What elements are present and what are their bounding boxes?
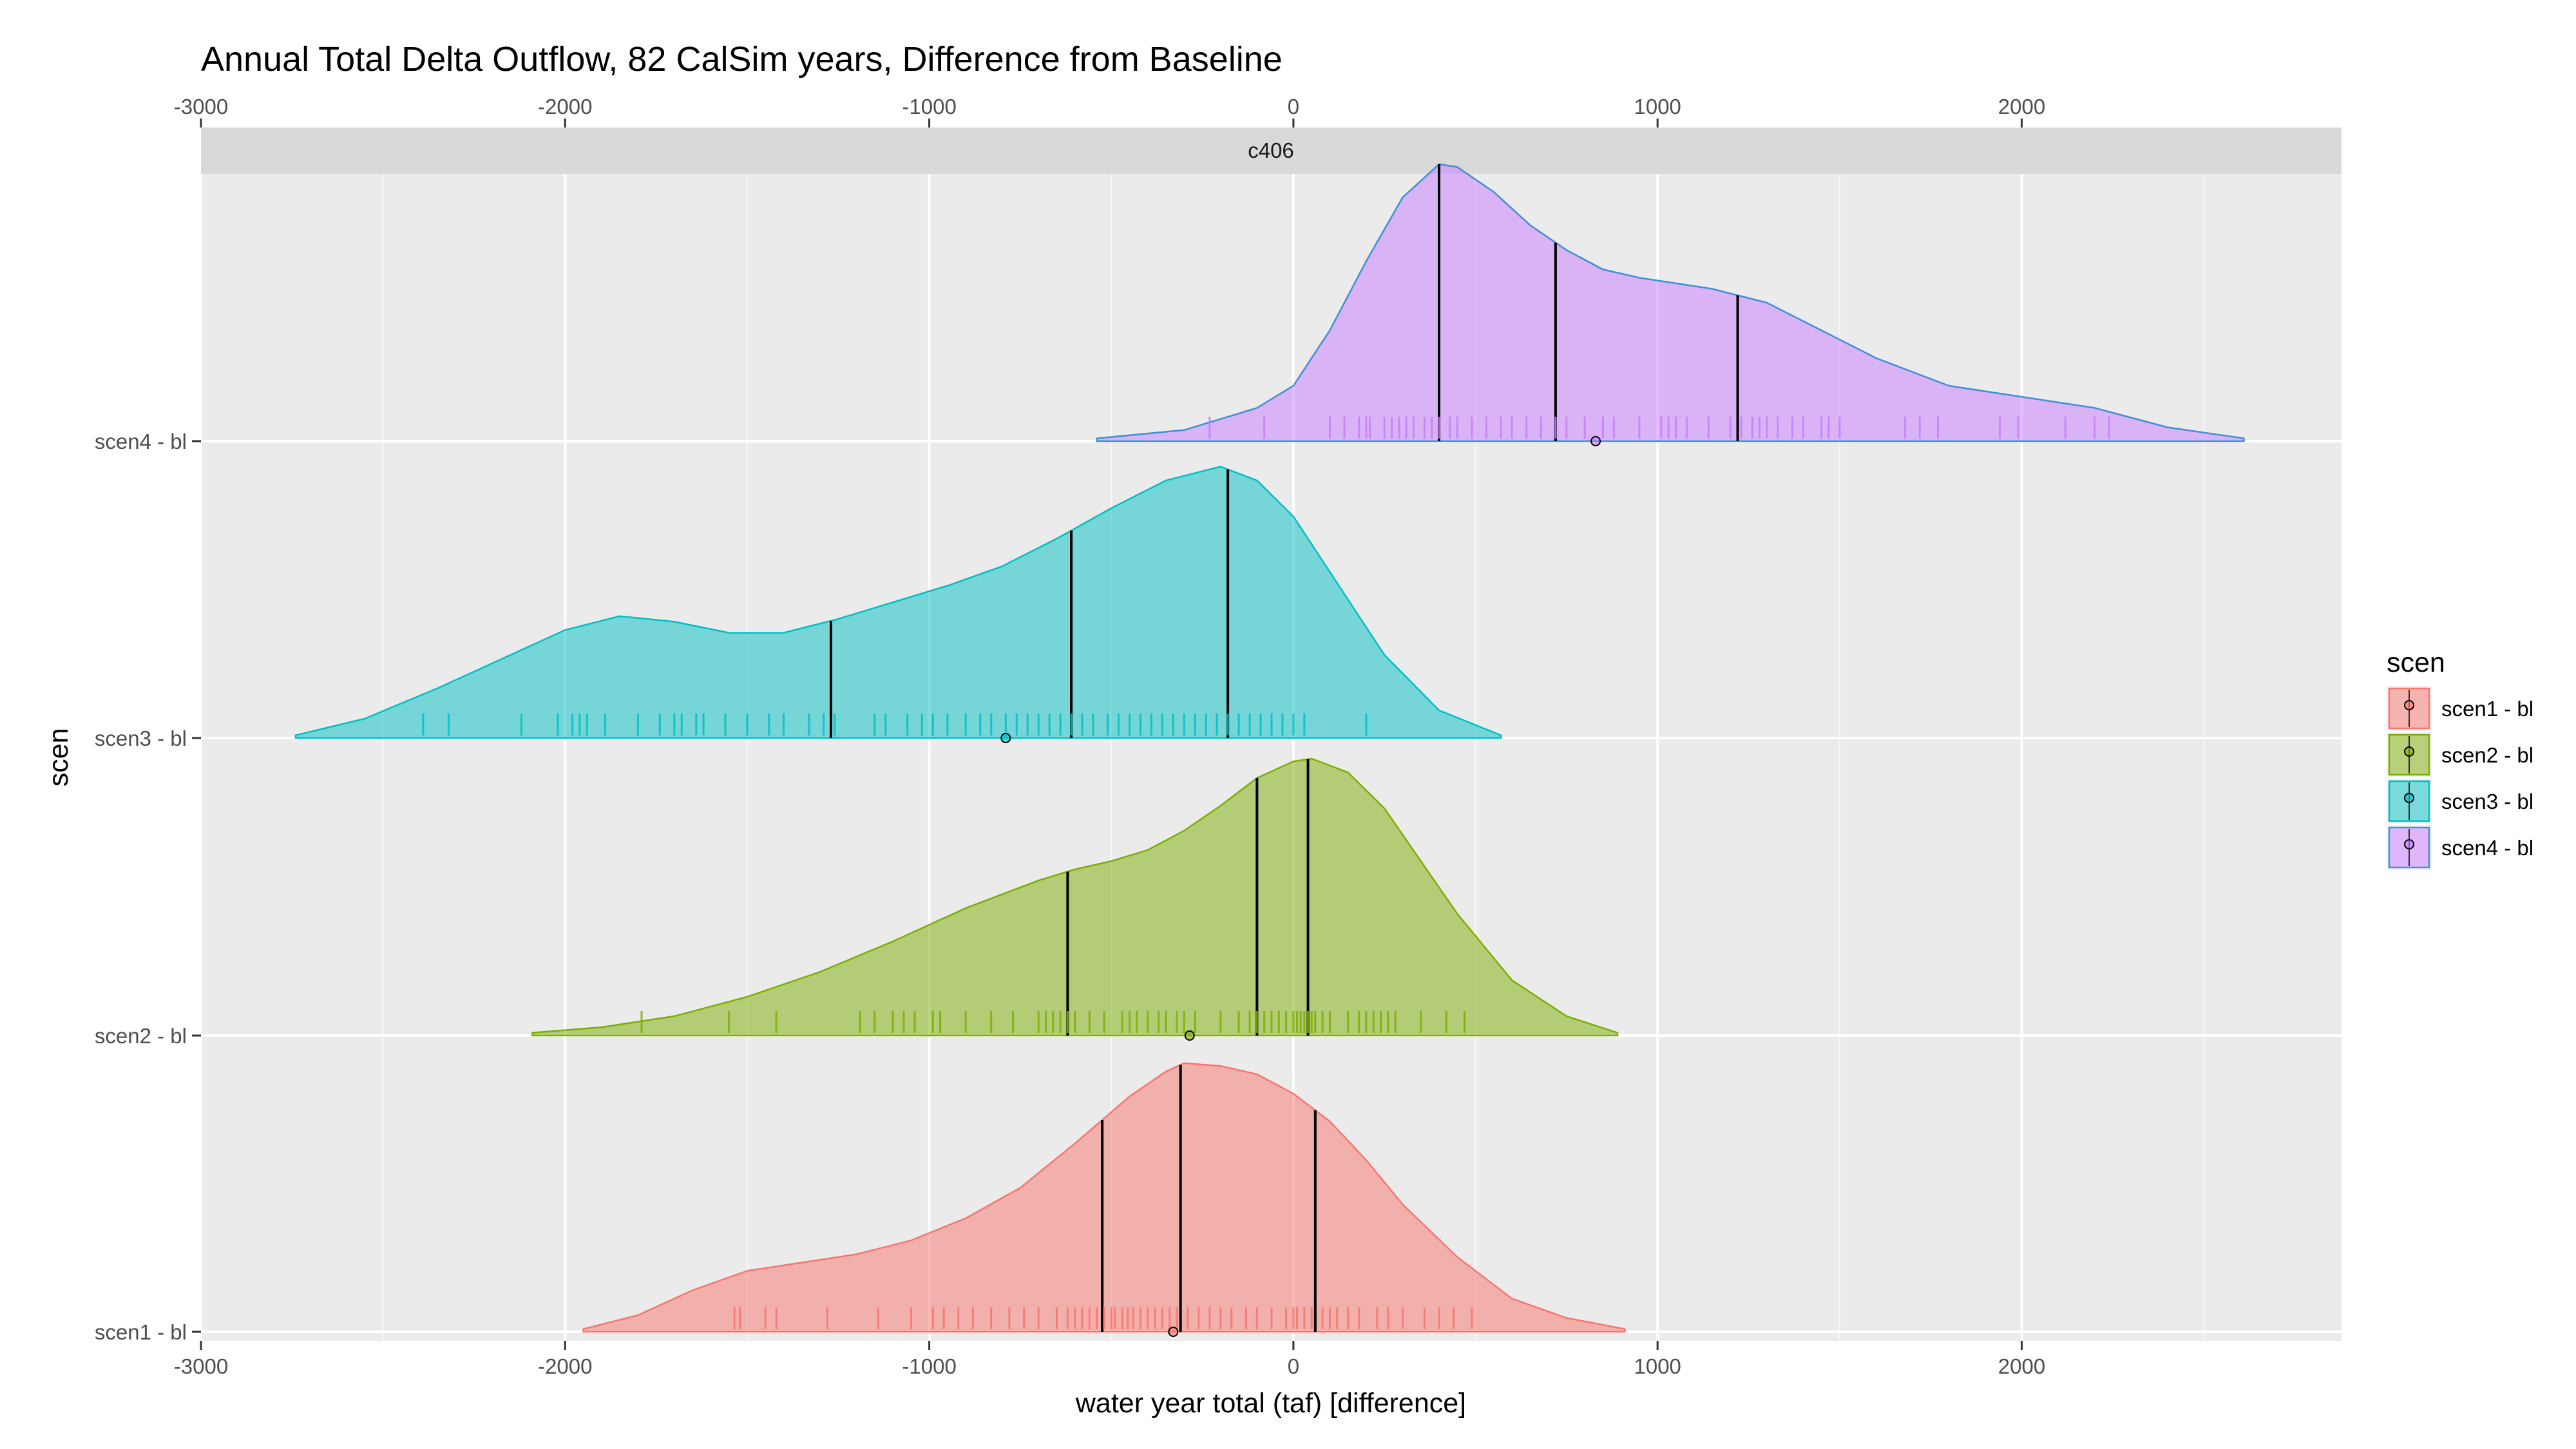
x-top-tick-label: -2000: [538, 95, 592, 118]
mean-point: [1168, 1327, 1179, 1337]
x-top-tick-label: -3000: [174, 95, 228, 118]
legend-item: scen4 - bl: [2387, 825, 2533, 870]
legend-title: scen: [2387, 647, 2445, 678]
x-top-tick-label: 0: [1288, 95, 1299, 118]
legend-key-point: [2404, 793, 2414, 803]
legend-item: scen1 - bl: [2387, 686, 2533, 731]
mean-point: [1000, 733, 1011, 743]
series-layer: [294, 163, 2245, 1337]
axes-layer: -3000 -3000 -2000 -2000 -1000 -1000 0 0 1000 1000…: [95, 95, 2045, 1378]
density-ridge: [1096, 163, 2245, 442]
x-axis-label: water year total (taf) [difference]: [1075, 1388, 1466, 1419]
x-top-tick-label: 1000: [1634, 95, 1681, 118]
legend-key-point: [2404, 746, 2414, 757]
x-bottom-tick-label: 1000: [1634, 1354, 1681, 1378]
legend-label: scen4 - bl: [2441, 836, 2533, 860]
legend: scen scen1 - bl scen2 - bl scen3 - bl scen4…: [2387, 647, 2533, 870]
facet-strip-label: c406: [1248, 138, 1294, 162]
series-group: [531, 757, 1619, 1041]
x-bottom-tick-label: 2000: [1998, 1354, 2045, 1378]
series-group: [582, 1062, 1626, 1337]
mean-point: [1184, 1030, 1195, 1041]
mean-point: [1590, 436, 1601, 446]
y-tick-label: scen2 - bl: [95, 1024, 187, 1048]
legend-label: scen3 - bl: [2441, 790, 2533, 813]
chart-title: Annual Total Delta Outflow, 82 CalSim ye…: [201, 40, 1283, 79]
legend-label: scen1 - bl: [2441, 697, 2533, 721]
facet-strip: [201, 128, 2342, 174]
legend-key-point: [2404, 700, 2414, 710]
density-ridge: [582, 1062, 1626, 1333]
x-bottom-tick-label: 0: [1288, 1354, 1299, 1378]
x-bottom-tick-label: -2000: [538, 1354, 592, 1378]
x-top-tick-label: -1000: [902, 95, 956, 118]
series-group: [294, 466, 1502, 743]
legend-item: scen2 - bl: [2387, 732, 2533, 777]
legend-key-point: [2404, 839, 2414, 849]
x-bottom-tick-label: -3000: [174, 1354, 228, 1378]
x-top-tick-label: 2000: [1998, 95, 2045, 118]
y-tick-label: scen3 - bl: [95, 726, 187, 750]
y-tick-label: scen4 - bl: [95, 430, 187, 453]
density-ridge: [531, 757, 1619, 1037]
series-group: [1096, 163, 2245, 446]
density-ridge: [294, 466, 1502, 739]
x-bottom-tick-label: -1000: [902, 1354, 956, 1378]
legend-label: scen2 - bl: [2441, 743, 2533, 767]
legend-item: scen3 - bl: [2387, 779, 2533, 824]
y-tick-label: scen1 - bl: [95, 1320, 187, 1344]
y-axis-label: scen: [43, 728, 74, 787]
